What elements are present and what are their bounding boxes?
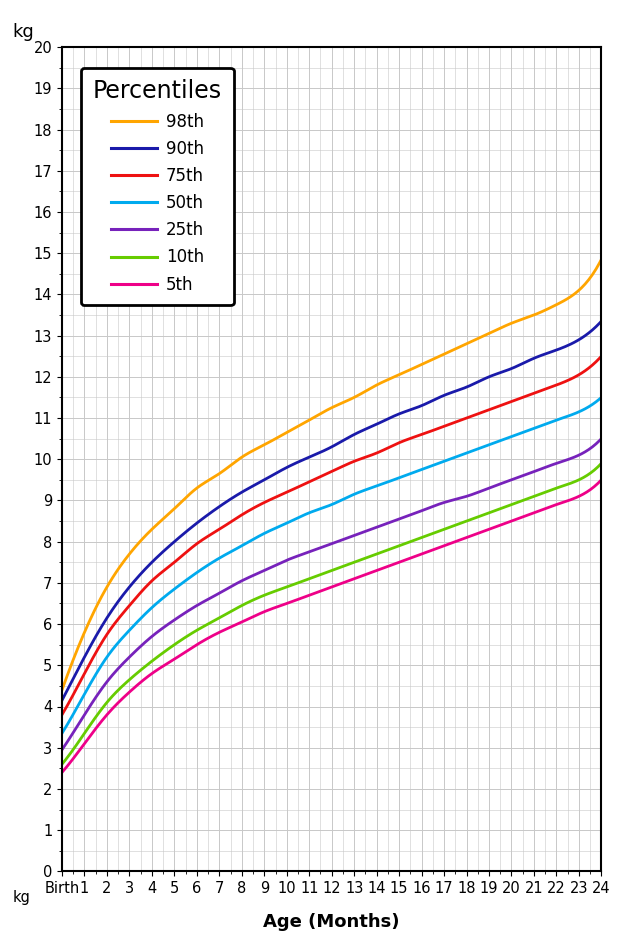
Text: Age (Months): Age (Months) (264, 913, 400, 931)
Text: kg: kg (12, 890, 30, 905)
Text: kg: kg (12, 23, 34, 41)
Legend: 98th, 90th, 75th, 50th, 25th, 10th, 5th: 98th, 90th, 75th, 50th, 25th, 10th, 5th (81, 68, 234, 305)
